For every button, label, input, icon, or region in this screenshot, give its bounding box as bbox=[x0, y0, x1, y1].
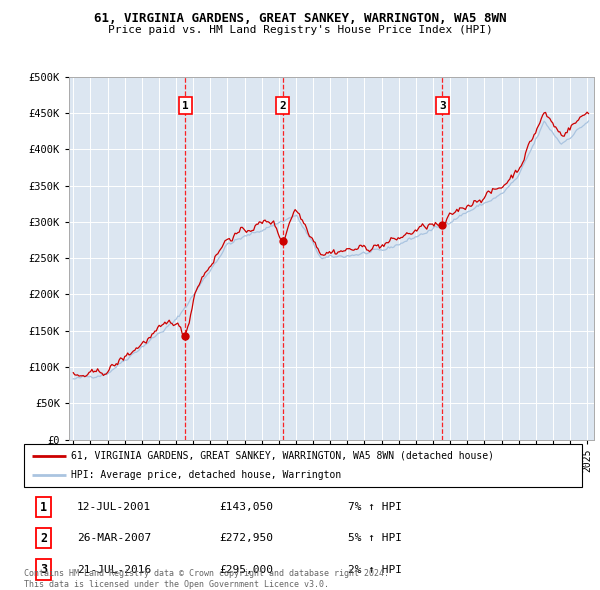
Text: Price paid vs. HM Land Registry's House Price Index (HPI): Price paid vs. HM Land Registry's House … bbox=[107, 25, 493, 35]
Text: 3: 3 bbox=[40, 563, 47, 576]
Text: Contains HM Land Registry data © Crown copyright and database right 2024.
This d: Contains HM Land Registry data © Crown c… bbox=[24, 569, 389, 589]
Text: 5% ↑ HPI: 5% ↑ HPI bbox=[347, 533, 401, 543]
Text: £272,950: £272,950 bbox=[220, 533, 273, 543]
Text: 21-JUL-2016: 21-JUL-2016 bbox=[77, 565, 151, 575]
Text: 2: 2 bbox=[40, 532, 47, 545]
Text: 26-MAR-2007: 26-MAR-2007 bbox=[77, 533, 151, 543]
Text: 2: 2 bbox=[280, 101, 286, 111]
Text: 3: 3 bbox=[439, 101, 446, 111]
Text: 2% ↑ HPI: 2% ↑ HPI bbox=[347, 565, 401, 575]
Text: 61, VIRGINIA GARDENS, GREAT SANKEY, WARRINGTON, WA5 8WN: 61, VIRGINIA GARDENS, GREAT SANKEY, WARR… bbox=[94, 12, 506, 25]
FancyBboxPatch shape bbox=[24, 444, 582, 487]
Text: 1: 1 bbox=[40, 501, 47, 514]
Text: 12-JUL-2001: 12-JUL-2001 bbox=[77, 502, 151, 512]
Text: 61, VIRGINIA GARDENS, GREAT SANKEY, WARRINGTON, WA5 8WN (detached house): 61, VIRGINIA GARDENS, GREAT SANKEY, WARR… bbox=[71, 451, 494, 461]
Text: 1: 1 bbox=[182, 101, 188, 111]
Text: 7% ↑ HPI: 7% ↑ HPI bbox=[347, 502, 401, 512]
Text: £143,050: £143,050 bbox=[220, 502, 273, 512]
Text: £295,000: £295,000 bbox=[220, 565, 273, 575]
Text: HPI: Average price, detached house, Warrington: HPI: Average price, detached house, Warr… bbox=[71, 470, 341, 480]
